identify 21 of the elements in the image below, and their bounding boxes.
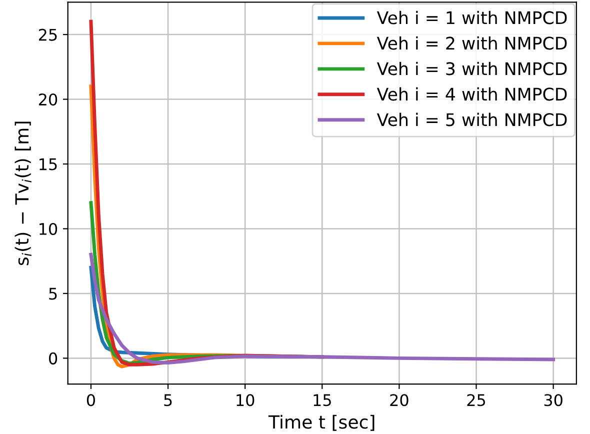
legend-label: Veh i = 2 with NMPCD <box>376 36 567 50</box>
y-tick-label: 20 <box>38 93 58 106</box>
x-tick-label: 30 <box>544 394 562 406</box>
x-axis-title: Time t [sec] <box>268 414 374 431</box>
x-tick-label: 25 <box>467 394 486 406</box>
x-tick-label: 10 <box>236 394 254 406</box>
x-tick-label: 0 <box>86 394 95 406</box>
legend-label: Veh i = 3 with NMPCD <box>376 62 567 76</box>
x-tick-label: 15 <box>314 394 331 406</box>
y-tick-label: 25 <box>38 28 57 41</box>
x-tick-label: 20 <box>390 394 408 406</box>
legend-label: Veh i = 1 with NMPCD <box>376 10 567 24</box>
y-tick-label: 5 <box>49 288 57 300</box>
x-tick-label: 5 <box>164 394 172 406</box>
y-tick-label: 0 <box>49 352 58 364</box>
legend-label: Veh i = 4 with NMPCD <box>376 87 567 101</box>
line-series <box>89 252 556 364</box>
y-tick-label: 10 <box>40 222 58 236</box>
legend-label: Veh i = 5 with NMPCD <box>376 112 567 126</box>
y-axis-title: s$_{i}$(t) − Tv$_{i}$(t) [m] <box>14 122 32 266</box>
y-tick-label: 15 <box>40 158 57 170</box>
